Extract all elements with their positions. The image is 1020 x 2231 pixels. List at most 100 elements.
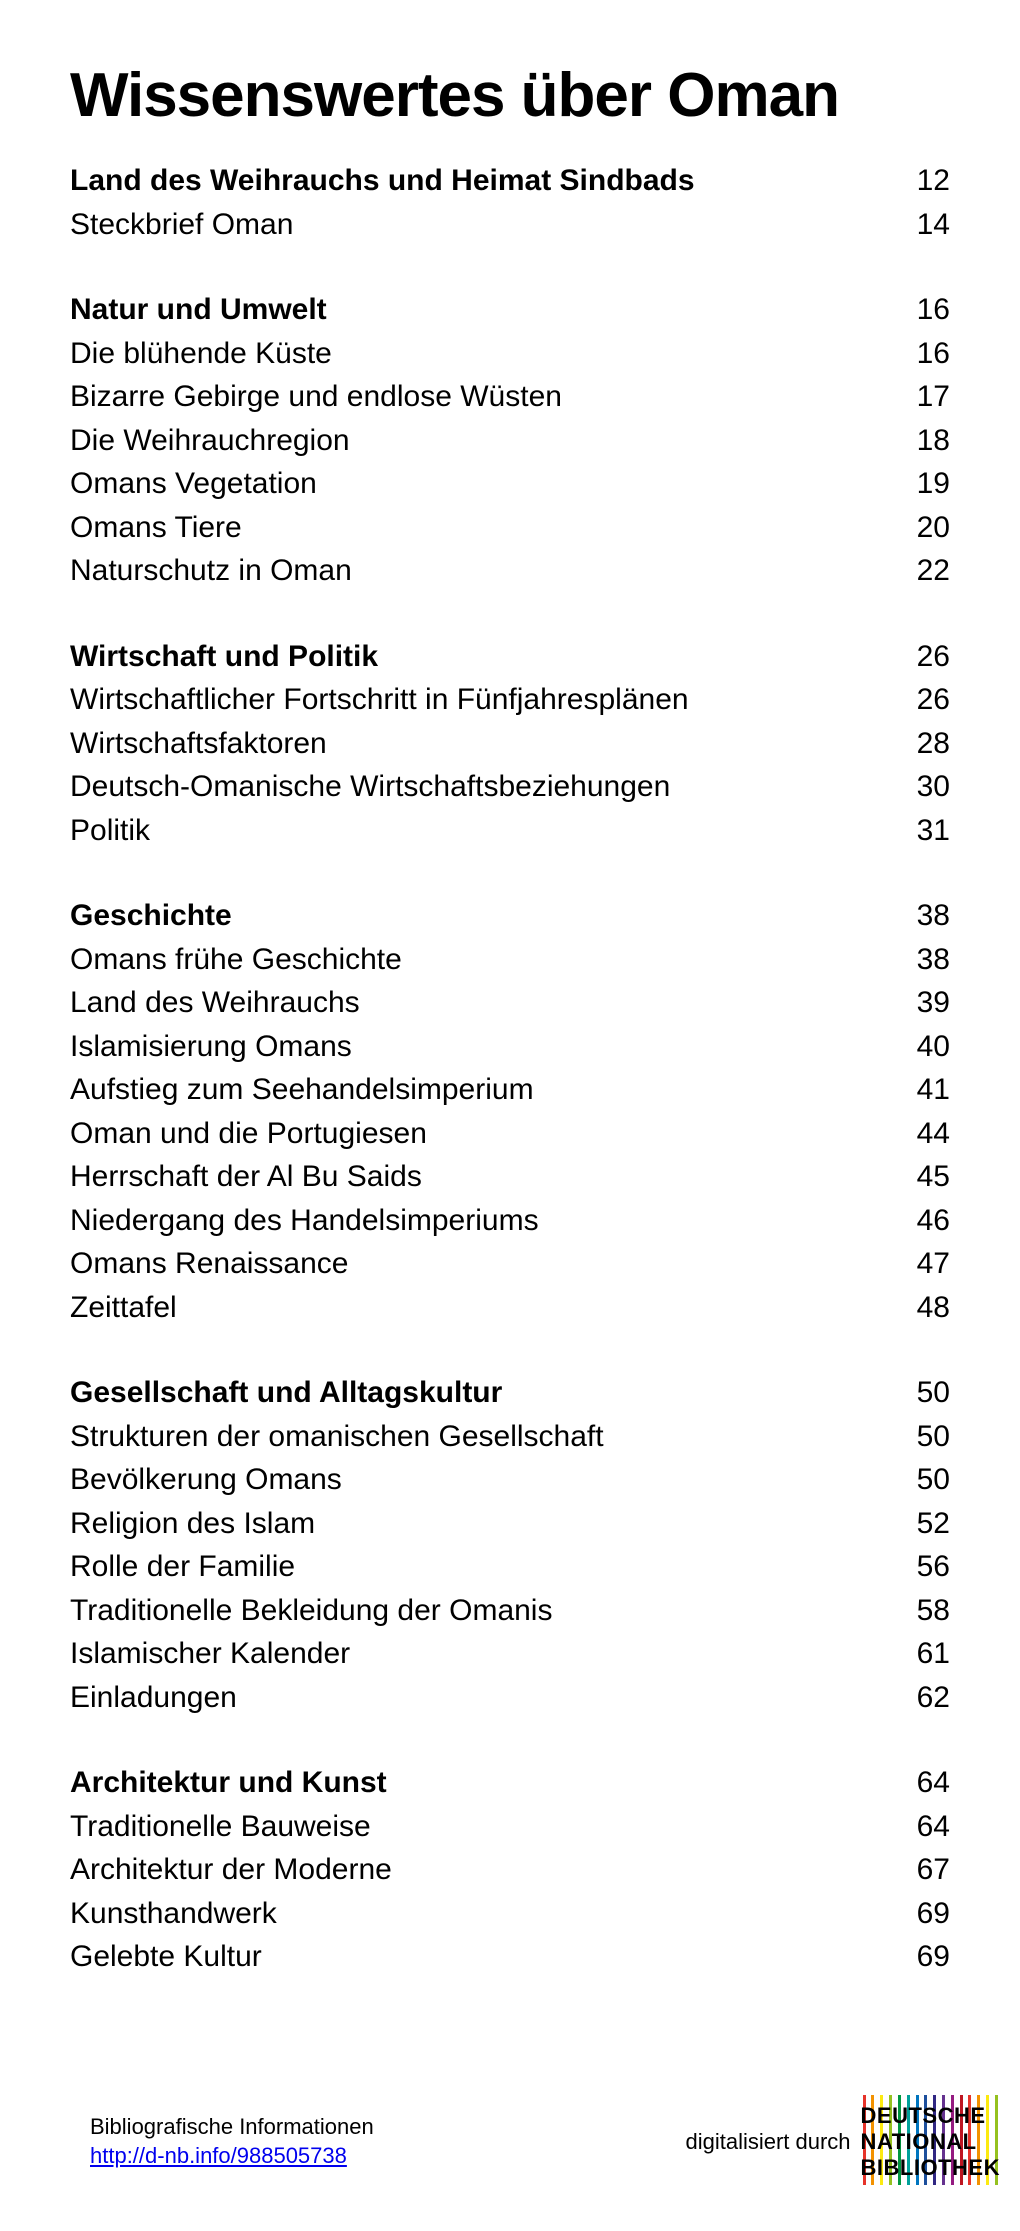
toc-entry: Religion des Islam52 [70,1502,950,1546]
toc-entry-page: 16 [880,288,950,332]
footer-link[interactable]: http://d-nb.info/988505738 [90,2143,347,2168]
toc-entry: Niedergang des Handelsimperiums46 [70,1199,950,1243]
toc-entry: Wirtschaftsfaktoren28 [70,722,950,766]
dnb-logo: DEUTSCHE NATIONAL BIBLIOTHEK [861,2103,1000,2181]
toc-entry-page: 39 [880,981,950,1025]
toc-section: Architektur und Kunst64Traditionelle Bau… [70,1761,950,1979]
toc-entry-label: Gesellschaft und Alltagskultur [70,1371,880,1415]
toc-entry-label: Rolle der Familie [70,1545,880,1589]
toc-entry-label: Die Weihrauchregion [70,419,880,463]
toc-entry: Die blühende Küste16 [70,332,950,376]
toc-entry-label: Strukturen der omanischen Gesellschaft [70,1415,880,1459]
toc-entry-page: 50 [880,1371,950,1415]
toc-entry-label: Einladungen [70,1676,880,1720]
toc-entry: Steckbrief Oman14 [70,203,950,247]
toc-entry: Omans frühe Geschichte38 [70,938,950,982]
toc-section: Land des Weihrauchs und Heimat Sindbads1… [70,159,950,246]
toc-entry-page: 22 [880,549,950,593]
toc-entry-label: Traditionelle Bauweise [70,1805,880,1849]
toc-entry: Islamischer Kalender61 [70,1632,950,1676]
toc-entry: Strukturen der omanischen Gesellschaft50 [70,1415,950,1459]
footer-info-label: Bibliografische Informationen [90,2113,374,2142]
toc-entry: Geschichte38 [70,894,950,938]
toc-entry-page: 28 [880,722,950,766]
toc-entry: Deutsch-Omanische Wirtschaftsbeziehungen… [70,765,950,809]
toc-entry-page: 50 [880,1458,950,1502]
toc-entry-page: 38 [880,938,950,982]
toc-entry-label: Religion des Islam [70,1502,880,1546]
toc-section: Geschichte38Omans frühe Geschichte38Land… [70,894,950,1329]
toc-entry-label: Omans frühe Geschichte [70,938,880,982]
toc-entry-label: Die blühende Küste [70,332,880,376]
toc-entry-label: Bizarre Gebirge und endlose Wüsten [70,375,880,419]
toc-entry-page: 12 [880,159,950,203]
toc-entry: Zeittafel48 [70,1286,950,1330]
toc-entry: Rolle der Familie56 [70,1545,950,1589]
toc-entry-page: 40 [880,1025,950,1069]
toc-entry: Omans Vegetation19 [70,462,950,506]
toc-entry-label: Politik [70,809,880,853]
toc-entry-page: 16 [880,332,950,376]
toc-entry-page: 45 [880,1155,950,1199]
toc-entry-page: 56 [880,1545,950,1589]
toc-entry-label: Land des Weihrauchs [70,981,880,1025]
toc-entry-page: 17 [880,375,950,419]
toc-entry: Omans Tiere20 [70,506,950,550]
toc-entry-page: 30 [880,765,950,809]
toc-entry: Bizarre Gebirge und endlose Wüsten17 [70,375,950,419]
toc-entry-label: Aufstieg zum Seehandelsimperium [70,1068,880,1112]
toc-entry-page: 38 [880,894,950,938]
toc-entry-page: 61 [880,1632,950,1676]
toc-entry-label: Omans Vegetation [70,462,880,506]
toc-entry-page: 44 [880,1112,950,1156]
toc-entry: Wirtschaft und Politik26 [70,635,950,679]
toc-entry-label: Natur und Umwelt [70,288,880,332]
toc-entry-page: 52 [880,1502,950,1546]
toc-entry: Omans Renaissance47 [70,1242,950,1286]
toc-entry-label: Oman und die Portugiesen [70,1112,880,1156]
toc-entry-page: 31 [880,809,950,853]
toc-entry: Natur und Umwelt16 [70,288,950,332]
toc-entry: Bevölkerung Omans50 [70,1458,950,1502]
toc-entry-page: 26 [880,678,950,722]
toc-entry-label: Zeittafel [70,1286,880,1330]
toc-entry-page: 58 [880,1589,950,1633]
toc-entry-page: 14 [880,203,950,247]
footer: Bibliografische Informationen http://d-n… [90,2103,1000,2181]
toc-entry-label: Omans Tiere [70,506,880,550]
toc-entry-label: Gelebte Kultur [70,1935,880,1979]
toc-entry-page: 48 [880,1286,950,1330]
toc-entry: Land des Weihrauchs und Heimat Sindbads1… [70,159,950,203]
toc-entry-page: 41 [880,1068,950,1112]
toc-section: Wirtschaft und Politik26Wirtschaftlicher… [70,635,950,853]
toc-entry-page: 18 [880,419,950,463]
toc-entry-page: 62 [880,1676,950,1720]
toc-entry-label: Bevölkerung Omans [70,1458,880,1502]
toc-entry-label: Niedergang des Handelsimperiums [70,1199,880,1243]
toc-entry-page: 67 [880,1848,950,1892]
toc-entry: Islamisierung Omans40 [70,1025,950,1069]
toc-entry-page: 64 [880,1805,950,1849]
toc-section: Natur und Umwelt16Die blühende Küste16Bi… [70,288,950,593]
toc-entry-page: 64 [880,1761,950,1805]
table-of-contents: Land des Weihrauchs und Heimat Sindbads1… [70,159,950,1979]
toc-entry-label: Geschichte [70,894,880,938]
toc-entry-label: Land des Weihrauchs und Heimat Sindbads [70,159,880,203]
dnb-logo-line3: BIBLIOTHEK [861,2155,1000,2180]
toc-entry-label: Islamischer Kalender [70,1632,880,1676]
toc-entry: Herrschaft der Al Bu Saids45 [70,1155,950,1199]
toc-entry-label: Omans Renaissance [70,1242,880,1286]
toc-entry-label: Islamisierung Omans [70,1025,880,1069]
dnb-logo-line2: NATIONAL [861,2129,977,2154]
toc-entry: Traditionelle Bekleidung der Omanis58 [70,1589,950,1633]
toc-entry-label: Wirtschaftlicher Fortschritt in Fünfjahr… [70,678,880,722]
toc-entry: Gesellschaft und Alltagskultur50 [70,1371,950,1415]
toc-entry: Aufstieg zum Seehandelsimperium41 [70,1068,950,1112]
toc-entry: Oman und die Portugiesen44 [70,1112,950,1156]
toc-entry-page: 26 [880,635,950,679]
toc-entry-page: 19 [880,462,950,506]
footer-info: Bibliografische Informationen http://d-n… [90,2113,374,2170]
toc-entry: Politik31 [70,809,950,853]
toc-entry-page: 69 [880,1935,950,1979]
toc-entry-page: 50 [880,1415,950,1459]
